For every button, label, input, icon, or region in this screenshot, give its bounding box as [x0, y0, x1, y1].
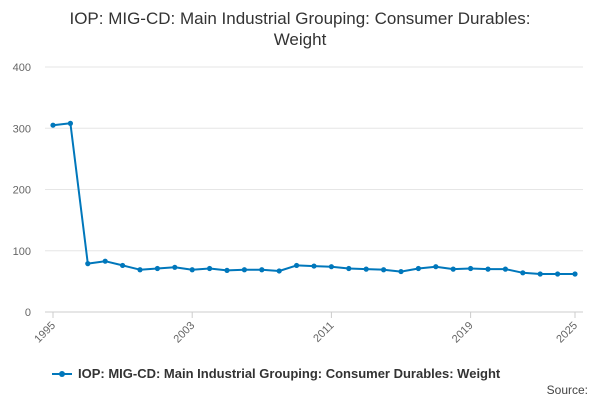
data-point-1995 [50, 122, 56, 128]
y-tick-label: 200 [13, 185, 31, 197]
data-point-1997 [85, 261, 91, 267]
data-point-2003 [189, 267, 195, 273]
y-tick-label: 400 [13, 62, 31, 74]
legend-line-marker-icon [52, 368, 72, 380]
data-point-2018 [450, 266, 456, 272]
data-point-2006 [241, 267, 247, 273]
source-label: Source: [546, 383, 588, 397]
data-point-2013 [363, 266, 369, 272]
data-point-2001 [154, 265, 160, 272]
chart-title-line-2: Weight [273, 30, 327, 49]
data-point-2010 [311, 263, 317, 269]
data-point-2012 [346, 265, 352, 272]
data-point-2017 [433, 264, 439, 270]
data-point-2016 [415, 265, 421, 272]
data-point-1996 [67, 120, 73, 126]
legend[interactable]: IOP: MIG-CD: Main Industrial Grouping: C… [52, 366, 500, 381]
data-point-2000 [137, 267, 143, 273]
series-line-0 [52, 122, 575, 275]
data-point-2004 [207, 265, 213, 272]
data-point-2011 [328, 264, 334, 270]
data-point-1999 [120, 262, 126, 269]
y-tick-label: 300 [13, 123, 31, 135]
data-point-2007 [259, 267, 265, 273]
x-tick-label: 2019 [450, 320, 476, 346]
data-point-2002 [172, 264, 178, 270]
x-tick-label: 2003 [172, 320, 198, 346]
data-point-2021 [502, 266, 508, 272]
data-point-2009 [294, 262, 300, 269]
data-point-2014 [381, 267, 387, 273]
chart-title-line-1: IOP: MIG-CD: Main Industrial Grouping: C… [69, 9, 531, 28]
data-point-2023 [537, 271, 543, 277]
y-tick-label: 0 [25, 307, 31, 319]
y-tick-label: 100 [13, 246, 31, 258]
data-point-2019 [468, 265, 474, 272]
chart-title: IOP: MIG-CD: Main Industrial Grouping: C… [20, 8, 580, 50]
legend-label: IOP: MIG-CD: Main Industrial Grouping: C… [78, 366, 501, 381]
data-point-2025 [572, 271, 578, 277]
data-point-2005 [224, 267, 230, 273]
data-point-1998 [102, 258, 108, 264]
data-point-2020 [485, 266, 491, 272]
data-point-2015 [398, 268, 404, 275]
data-point-2024 [555, 271, 561, 277]
x-tick-label: 1995 [32, 320, 58, 346]
x-tick-label: 2025 [554, 320, 580, 346]
data-point-2022 [520, 270, 526, 276]
x-tick-label: 2011 [311, 320, 336, 345]
data-point-2008 [276, 268, 282, 274]
